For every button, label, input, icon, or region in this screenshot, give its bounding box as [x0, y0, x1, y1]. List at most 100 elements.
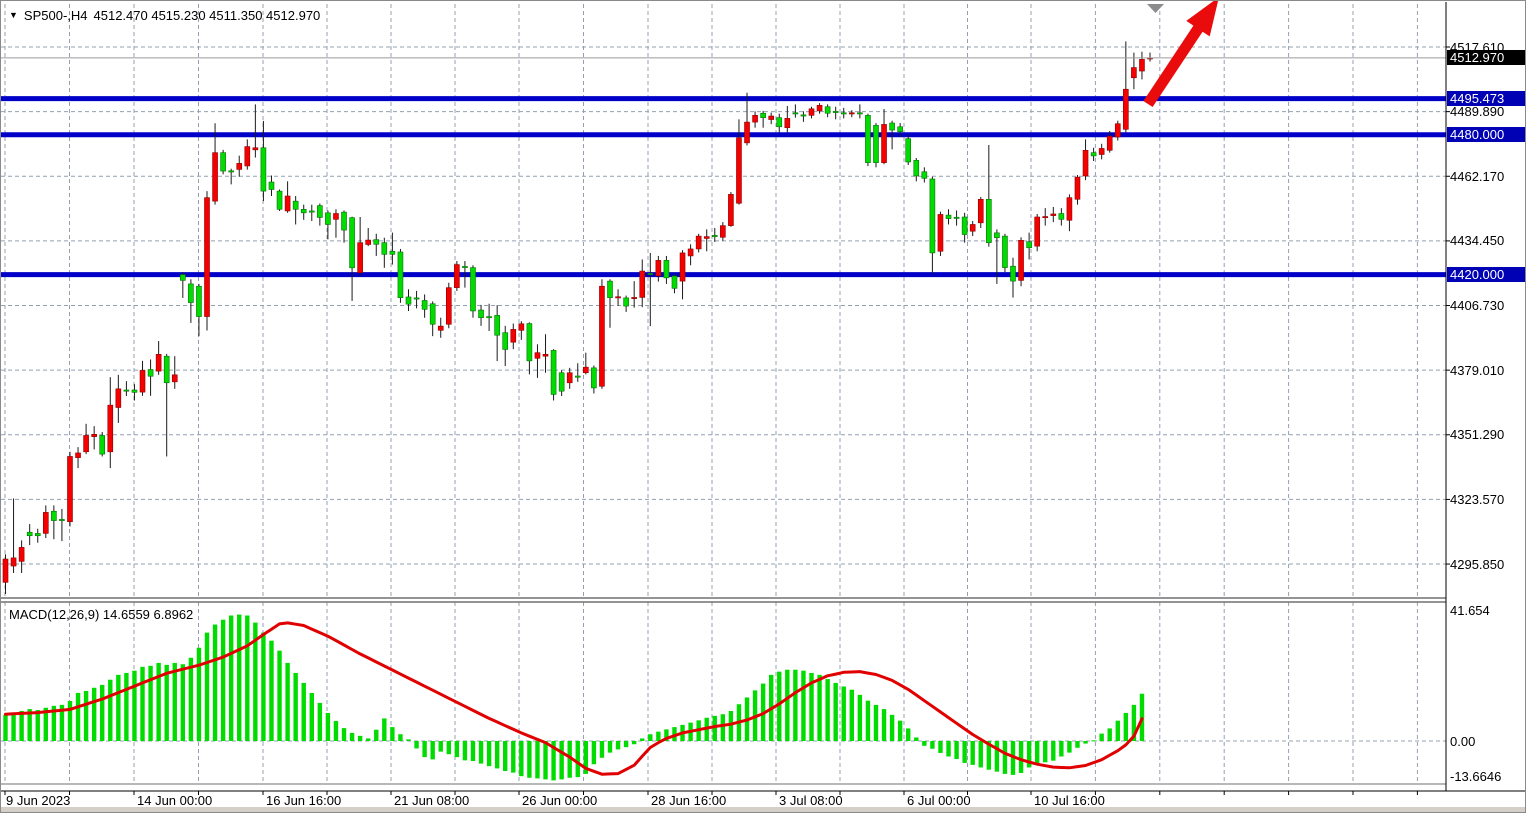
candle-body [349, 217, 355, 269]
trend-arrow-annotation[interactable] [1143, 1, 1219, 107]
candle-body [1090, 152, 1097, 157]
macd-histogram-bar [881, 709, 887, 741]
macd-histogram-bar [1131, 704, 1137, 741]
candle-body [768, 115, 775, 120]
collapse-ohlc-icon[interactable]: ▼ [9, 9, 18, 20]
candle-body [91, 434, 97, 437]
macd-histogram-bar [341, 728, 347, 741]
macd-histogram-bar [1123, 712, 1129, 741]
macd-histogram-bar [825, 679, 830, 741]
macd-histogram-bar [801, 670, 806, 741]
candle-body [881, 124, 887, 163]
macd-histogram-bar [817, 674, 822, 741]
time-tick-label: 21 Jun 08:00 [394, 793, 470, 808]
time-tick-label: 16 Jun 16:00 [266, 793, 342, 808]
level-price-chip: 4420.000 [1447, 267, 1525, 283]
macd-histogram-bar [1051, 741, 1056, 761]
macd-histogram-bar [656, 731, 661, 741]
candle-body [180, 274, 186, 281]
candle-body [1018, 240, 1024, 281]
level-price-chip: 4480.000 [1447, 127, 1525, 143]
macd-histogram-bar [640, 738, 645, 741]
candle-body [639, 270, 646, 298]
candle-body [123, 389, 130, 392]
candle-body [607, 280, 613, 298]
macd-histogram-bar [317, 702, 323, 741]
macd-histogram-bar [390, 727, 395, 741]
macd-histogram-bar [180, 664, 186, 741]
candle-body [365, 239, 372, 245]
macd-histogram-bar [148, 665, 153, 741]
time-tick-label: 3 Jul 08:00 [779, 793, 843, 808]
candle-body [534, 352, 541, 359]
macd-histogram-bar [430, 741, 435, 760]
chart-shift-marker-icon[interactable] [1147, 4, 1164, 13]
time-tick-label: 6 Jul 00:00 [907, 793, 971, 808]
candle-body [591, 367, 597, 389]
macd-histogram-bar [19, 710, 24, 741]
candle-body [792, 112, 799, 115]
macd-histogram-bar [172, 662, 177, 741]
symbol-period-label: SP500-,H4 [23, 8, 88, 23]
price-tick-label: 4379.010 [1450, 362, 1505, 378]
macd-histogram-bar [366, 738, 371, 741]
macd-histogram-bar [728, 710, 734, 741]
candle-body [147, 369, 154, 377]
macd-histogram-bar [906, 728, 911, 741]
candle-body [945, 214, 952, 219]
price-tick-label: 4406.730 [1450, 298, 1505, 314]
macd-histogram-bar [938, 741, 943, 753]
candle-body [1139, 59, 1145, 72]
candle-body [478, 309, 484, 319]
candle-body [518, 323, 525, 331]
macd-histogram-bar [228, 615, 234, 741]
candle-body [687, 248, 694, 257]
candle-body [284, 195, 291, 212]
macd-histogram-bar [777, 671, 782, 741]
macd-histogram-bar [809, 672, 814, 741]
macd-histogram-bar [720, 714, 726, 741]
macd-histogram-bar [237, 614, 242, 741]
candle-body [405, 296, 412, 305]
macd-histogram-bar [349, 732, 355, 741]
candle-body [832, 111, 839, 113]
time-tick-label: 14 Jun 00:00 [137, 793, 213, 808]
macd-histogram-bar [188, 657, 194, 741]
macd-histogram-bar [1026, 741, 1032, 768]
macd-histogram-bar [35, 710, 40, 741]
candle-body [671, 275, 678, 289]
macd-histogram-bar [454, 741, 460, 758]
macd-tick-label: -13.6646 [1450, 768, 1502, 784]
macd-histogram-bar [212, 624, 218, 741]
macd-histogram-bar [83, 690, 89, 741]
candle-body [26, 531, 33, 537]
macd-histogram-bar [833, 682, 838, 741]
macd-histogram-bar [664, 729, 669, 741]
macd-histogram-bar [1043, 741, 1048, 763]
candle-body [953, 216, 960, 219]
candle-body [1034, 216, 1040, 247]
macd-histogram-bar [631, 741, 637, 745]
candle-body [905, 138, 912, 163]
candle-body [848, 112, 855, 115]
macd-histogram-bar [946, 741, 951, 757]
macd-histogram-bar [301, 682, 306, 741]
macd-histogram-bar [309, 692, 314, 741]
macd-histogram-bar [51, 705, 57, 741]
candle-body [1114, 123, 1121, 138]
price-tick-label: 4434.450 [1450, 233, 1505, 249]
macd-histogram-bar [164, 664, 169, 741]
macd-histogram-bar [543, 741, 548, 780]
candle-body [623, 297, 629, 307]
chart-title: ▼ SP500-,H4 4512.470 4515.230 4511.350 451… [9, 8, 320, 23]
macd-histogram-bar [897, 720, 903, 741]
macd-histogram-bar [277, 650, 282, 741]
level-price-chip: 4495.473 [1447, 91, 1525, 107]
macd-histogram-bar [196, 647, 202, 741]
macd-histogram-bar [535, 741, 540, 779]
candle-body [292, 200, 299, 210]
candle-body [824, 106, 831, 114]
candle-body [728, 194, 734, 226]
